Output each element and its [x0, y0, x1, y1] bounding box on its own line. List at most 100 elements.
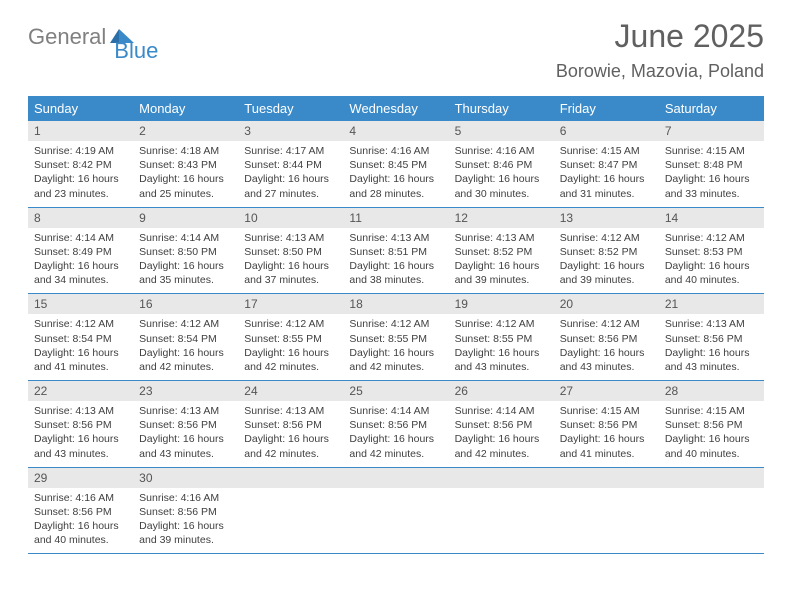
day-data: Sunrise: 4:19 AMSunset: 8:42 PMDaylight:… — [28, 141, 133, 207]
day-number: 5 — [449, 121, 554, 141]
day-number — [659, 468, 764, 488]
day-data: Sunrise: 4:14 AMSunset: 8:49 PMDaylight:… — [28, 228, 133, 294]
weekday-header: Sunday — [28, 96, 133, 121]
daylight-line: Daylight: 16 hours and 42 minutes. — [349, 346, 442, 374]
day-data — [343, 488, 448, 550]
day-cell: 9Sunrise: 4:14 AMSunset: 8:50 PMDaylight… — [133, 208, 238, 294]
sunrise-line: Sunrise: 4:13 AM — [139, 404, 232, 418]
sunset-line: Sunset: 8:44 PM — [244, 158, 337, 172]
calendar-week: 29Sunrise: 4:16 AMSunset: 8:56 PMDayligh… — [28, 468, 764, 555]
sunrise-line: Sunrise: 4:14 AM — [34, 231, 127, 245]
day-number: 24 — [238, 381, 343, 401]
location-text: Borowie, Mazovia, Poland — [556, 61, 764, 82]
sunrise-line: Sunrise: 4:14 AM — [139, 231, 232, 245]
day-number: 13 — [554, 208, 659, 228]
day-cell: 19Sunrise: 4:12 AMSunset: 8:55 PMDayligh… — [449, 294, 554, 380]
day-number: 30 — [133, 468, 238, 488]
day-data: Sunrise: 4:12 AMSunset: 8:52 PMDaylight:… — [554, 228, 659, 294]
day-cell — [659, 468, 764, 554]
day-data: Sunrise: 4:16 AMSunset: 8:46 PMDaylight:… — [449, 141, 554, 207]
calendar-body: 1Sunrise: 4:19 AMSunset: 8:42 PMDaylight… — [28, 121, 764, 554]
day-cell: 16Sunrise: 4:12 AMSunset: 8:54 PMDayligh… — [133, 294, 238, 380]
day-cell: 13Sunrise: 4:12 AMSunset: 8:52 PMDayligh… — [554, 208, 659, 294]
sunrise-line: Sunrise: 4:13 AM — [349, 231, 442, 245]
day-data: Sunrise: 4:12 AMSunset: 8:54 PMDaylight:… — [28, 314, 133, 380]
calendar-week: 1Sunrise: 4:19 AMSunset: 8:42 PMDaylight… — [28, 121, 764, 208]
day-cell: 22Sunrise: 4:13 AMSunset: 8:56 PMDayligh… — [28, 381, 133, 467]
sunset-line: Sunset: 8:43 PM — [139, 158, 232, 172]
month-title: June 2025 — [556, 18, 764, 55]
daylight-line: Daylight: 16 hours and 43 minutes. — [139, 432, 232, 460]
daylight-line: Daylight: 16 hours and 31 minutes. — [560, 172, 653, 200]
day-data: Sunrise: 4:15 AMSunset: 8:56 PMDaylight:… — [659, 401, 764, 467]
sunset-line: Sunset: 8:56 PM — [665, 418, 758, 432]
weekday-header: Wednesday — [343, 96, 448, 121]
sunset-line: Sunset: 8:56 PM — [665, 332, 758, 346]
daylight-line: Daylight: 16 hours and 40 minutes. — [34, 519, 127, 547]
day-number: 27 — [554, 381, 659, 401]
day-data: Sunrise: 4:12 AMSunset: 8:55 PMDaylight:… — [449, 314, 554, 380]
sunrise-line: Sunrise: 4:16 AM — [139, 491, 232, 505]
day-number: 18 — [343, 294, 448, 314]
daylight-line: Daylight: 16 hours and 41 minutes. — [560, 432, 653, 460]
sunrise-line: Sunrise: 4:13 AM — [665, 317, 758, 331]
daylight-line: Daylight: 16 hours and 38 minutes. — [349, 259, 442, 287]
day-data: Sunrise: 4:12 AMSunset: 8:55 PMDaylight:… — [238, 314, 343, 380]
day-data: Sunrise: 4:16 AMSunset: 8:56 PMDaylight:… — [133, 488, 238, 554]
day-cell: 17Sunrise: 4:12 AMSunset: 8:55 PMDayligh… — [238, 294, 343, 380]
sunset-line: Sunset: 8:54 PM — [34, 332, 127, 346]
sunset-line: Sunset: 8:56 PM — [34, 418, 127, 432]
daylight-line: Daylight: 16 hours and 41 minutes. — [34, 346, 127, 374]
day-number — [449, 468, 554, 488]
logo: General Blue — [28, 18, 182, 50]
day-number: 8 — [28, 208, 133, 228]
day-number: 10 — [238, 208, 343, 228]
sunset-line: Sunset: 8:52 PM — [560, 245, 653, 259]
day-number: 19 — [449, 294, 554, 314]
daylight-line: Daylight: 16 hours and 34 minutes. — [34, 259, 127, 287]
day-number — [238, 468, 343, 488]
daylight-line: Daylight: 16 hours and 39 minutes. — [139, 519, 232, 547]
day-data — [659, 488, 764, 550]
day-cell — [238, 468, 343, 554]
day-data: Sunrise: 4:15 AMSunset: 8:47 PMDaylight:… — [554, 141, 659, 207]
sunset-line: Sunset: 8:56 PM — [560, 332, 653, 346]
weekday-header: Tuesday — [238, 96, 343, 121]
day-number: 23 — [133, 381, 238, 401]
sunset-line: Sunset: 8:45 PM — [349, 158, 442, 172]
sunrise-line: Sunrise: 4:15 AM — [560, 404, 653, 418]
daylight-line: Daylight: 16 hours and 25 minutes. — [139, 172, 232, 200]
day-number: 7 — [659, 121, 764, 141]
daylight-line: Daylight: 16 hours and 42 minutes. — [455, 432, 548, 460]
day-cell — [449, 468, 554, 554]
sunrise-line: Sunrise: 4:14 AM — [455, 404, 548, 418]
sunrise-line: Sunrise: 4:13 AM — [244, 231, 337, 245]
daylight-line: Daylight: 16 hours and 28 minutes. — [349, 172, 442, 200]
sunset-line: Sunset: 8:55 PM — [349, 332, 442, 346]
day-cell: 21Sunrise: 4:13 AMSunset: 8:56 PMDayligh… — [659, 294, 764, 380]
day-data: Sunrise: 4:14 AMSunset: 8:56 PMDaylight:… — [343, 401, 448, 467]
day-data — [449, 488, 554, 550]
day-cell: 30Sunrise: 4:16 AMSunset: 8:56 PMDayligh… — [133, 468, 238, 554]
day-cell: 1Sunrise: 4:19 AMSunset: 8:42 PMDaylight… — [28, 121, 133, 207]
day-number — [343, 468, 448, 488]
daylight-line: Daylight: 16 hours and 42 minutes. — [244, 346, 337, 374]
sunset-line: Sunset: 8:55 PM — [455, 332, 548, 346]
day-data — [238, 488, 343, 550]
day-number: 14 — [659, 208, 764, 228]
daylight-line: Daylight: 16 hours and 42 minutes. — [349, 432, 442, 460]
day-data: Sunrise: 4:15 AMSunset: 8:56 PMDaylight:… — [554, 401, 659, 467]
sunrise-line: Sunrise: 4:12 AM — [560, 317, 653, 331]
sunrise-line: Sunrise: 4:17 AM — [244, 144, 337, 158]
sunrise-line: Sunrise: 4:12 AM — [349, 317, 442, 331]
day-data: Sunrise: 4:13 AMSunset: 8:52 PMDaylight:… — [449, 228, 554, 294]
day-number: 21 — [659, 294, 764, 314]
sunrise-line: Sunrise: 4:18 AM — [139, 144, 232, 158]
day-data: Sunrise: 4:17 AMSunset: 8:44 PMDaylight:… — [238, 141, 343, 207]
daylight-line: Daylight: 16 hours and 33 minutes. — [665, 172, 758, 200]
sunset-line: Sunset: 8:56 PM — [34, 505, 127, 519]
day-data: Sunrise: 4:12 AMSunset: 8:56 PMDaylight:… — [554, 314, 659, 380]
sunset-line: Sunset: 8:49 PM — [34, 245, 127, 259]
day-number: 15 — [28, 294, 133, 314]
day-cell: 7Sunrise: 4:15 AMSunset: 8:48 PMDaylight… — [659, 121, 764, 207]
